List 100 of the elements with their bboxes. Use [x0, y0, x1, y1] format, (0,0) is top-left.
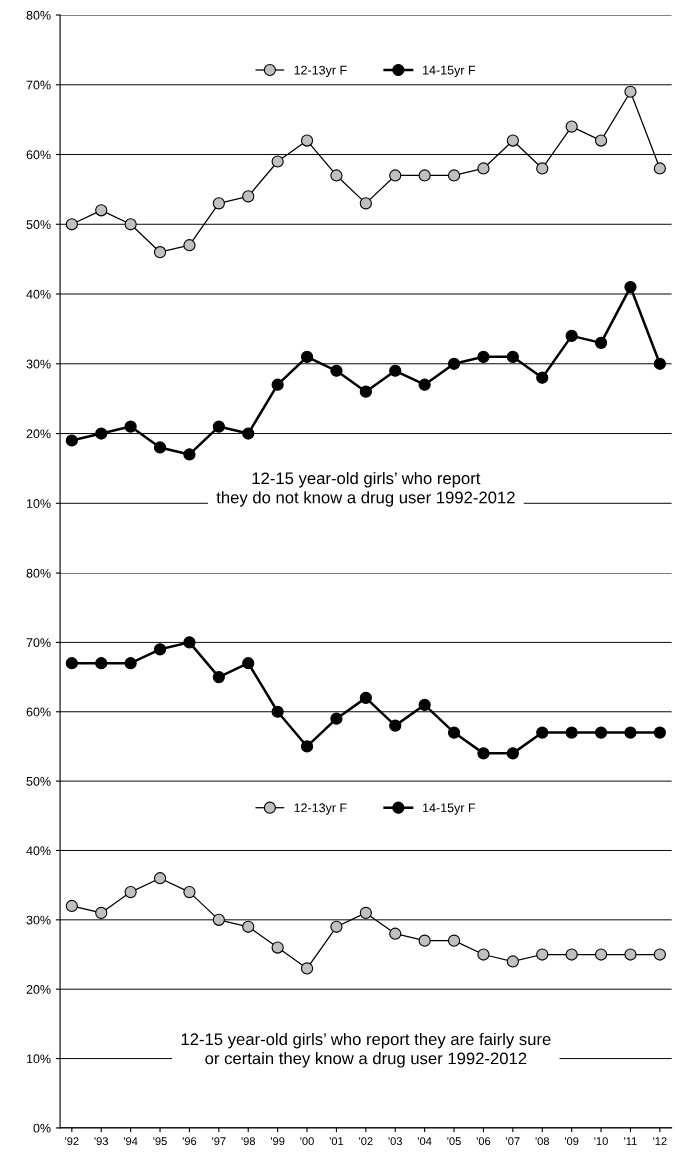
point	[153, 872, 167, 885]
point	[447, 169, 461, 182]
point	[242, 920, 255, 933]
point	[183, 636, 196, 649]
point	[477, 948, 490, 961]
point	[95, 657, 108, 670]
y-tick-label: 50%	[26, 220, 51, 229]
point	[565, 329, 578, 342]
point	[330, 920, 343, 933]
point	[183, 885, 196, 899]
y-tick-label: 10%	[26, 1054, 51, 1064]
x-tick-label: '98	[241, 1137, 255, 1146]
point	[271, 378, 284, 391]
point	[95, 906, 108, 920]
point	[418, 378, 431, 391]
point	[65, 899, 78, 913]
point	[242, 427, 255, 440]
x-tick-label: '96	[182, 1137, 197, 1146]
point	[594, 134, 608, 147]
point	[212, 197, 225, 210]
point	[330, 169, 343, 182]
point	[624, 280, 637, 294]
point	[447, 357, 461, 370]
y-tick-label: 30%	[26, 915, 51, 925]
x-tick-label: '04	[417, 1137, 432, 1146]
point	[477, 162, 490, 175]
point	[359, 906, 372, 920]
x-tick-label: '93	[94, 1137, 108, 1146]
x-tick-label: '94	[123, 1137, 138, 1146]
y-tick-label: 10%	[26, 499, 51, 508]
point	[359, 197, 372, 210]
point	[447, 726, 461, 739]
y-tick-label: 80%	[26, 10, 51, 20]
x-tick-label: '92	[65, 1137, 79, 1146]
y-tick-label: 30%	[26, 359, 51, 369]
point	[359, 385, 372, 398]
point	[95, 427, 108, 440]
point	[124, 218, 137, 231]
y-tick-label: 40%	[26, 289, 51, 299]
x-tick-label: '02	[359, 1137, 373, 1146]
point	[124, 420, 137, 433]
x-tick-label: '11	[624, 1137, 637, 1145]
x-tick-label: '09	[564, 1137, 579, 1146]
y-tick-label: 40%	[26, 846, 51, 856]
point	[65, 218, 78, 231]
point	[653, 162, 666, 175]
point	[418, 934, 431, 947]
point	[271, 705, 284, 718]
point	[594, 336, 608, 349]
point	[65, 657, 78, 670]
point	[183, 239, 196, 252]
point	[506, 955, 519, 968]
y-tick-label: 70%	[26, 638, 51, 648]
point	[330, 364, 343, 377]
x-tick-label: '01	[329, 1137, 344, 1146]
point	[536, 726, 549, 739]
point	[183, 448, 196, 461]
point	[506, 134, 519, 147]
point	[506, 350, 519, 363]
y-tick-label: 60%	[26, 707, 51, 717]
annotation: 12-15 year-old girls’ who report they are fairly sure or certain they know a drug user 1992-2012	[181, 1032, 551, 1068]
point	[153, 441, 167, 454]
point	[653, 357, 666, 370]
point	[506, 747, 519, 760]
y-tick-label: 0%	[33, 1123, 51, 1133]
legend-label: 14-15yr F	[423, 65, 476, 77]
legend-label: 12-13yr F	[294, 803, 347, 815]
x-tick-label: '05	[447, 1137, 461, 1146]
point	[536, 162, 549, 175]
point	[242, 657, 255, 670]
point	[153, 643, 167, 656]
point	[95, 204, 108, 217]
point	[477, 350, 490, 363]
legend-label: 12-13yr F	[294, 65, 347, 77]
point	[300, 962, 314, 975]
x-tick-label: '06	[476, 1137, 491, 1146]
point	[242, 190, 255, 203]
x-tick-label: '08	[535, 1137, 550, 1146]
x-tick-label: '03	[388, 1137, 402, 1146]
y-tick-label: 50%	[26, 776, 51, 786]
point	[389, 927, 402, 940]
point	[300, 740, 314, 753]
point	[124, 657, 137, 670]
x-tick-label: '10	[594, 1137, 608, 1146]
point	[624, 85, 637, 98]
x-tick-label: '99	[270, 1137, 285, 1146]
point	[624, 948, 637, 961]
point	[477, 747, 490, 760]
point	[389, 719, 402, 732]
point	[153, 246, 167, 259]
point	[565, 948, 578, 961]
x-tick-label: '12	[653, 1137, 667, 1145]
point	[300, 134, 314, 147]
point	[565, 726, 578, 739]
point	[536, 371, 549, 384]
point	[447, 934, 461, 947]
point	[594, 948, 608, 961]
y-tick-label: 60%	[26, 150, 51, 160]
y-tick-label: 20%	[26, 985, 51, 994]
point	[212, 670, 225, 684]
